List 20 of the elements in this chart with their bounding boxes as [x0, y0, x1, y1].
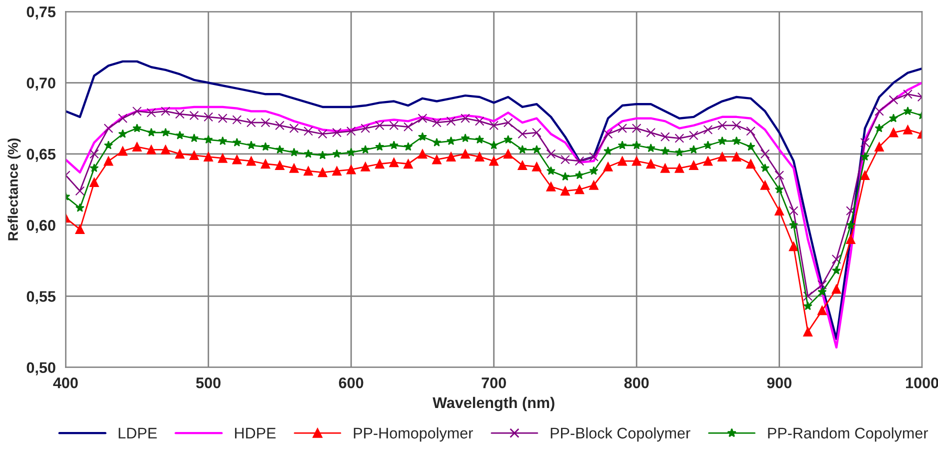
y-tick-label: 0,55 — [26, 291, 56, 304]
legend-label: HDPE — [235, 428, 276, 438]
x-tick-label: 900 — [767, 377, 792, 388]
x-tick-label: 700 — [482, 377, 506, 388]
x-tick-label: 400 — [53, 377, 78, 388]
x-tick-label: 500 — [196, 377, 221, 388]
x-tick-label: 1000 — [906, 377, 938, 388]
legend-label: LDPE — [118, 428, 157, 438]
y-tick-label: 0,70 — [26, 78, 56, 91]
y-axis-title: Reflectance (%) — [8, 138, 21, 240]
x-tick-label: 600 — [338, 377, 364, 388]
y-tick-label: 0,75 — [26, 6, 56, 20]
y-tick-label: 0,65 — [26, 148, 56, 162]
legend-label: PP-Homopolymer — [354, 427, 473, 442]
x-tick-label: 800 — [624, 377, 649, 388]
legend-label: PP-Block Copolymer — [550, 427, 690, 442]
y-tick-label: 0,60 — [26, 220, 56, 233]
y-tick-label: 0,50 — [26, 362, 56, 376]
legend-label: PP-Random Copolymer — [768, 427, 928, 442]
x-axis-title: Wavelength (nm) — [432, 396, 554, 412]
